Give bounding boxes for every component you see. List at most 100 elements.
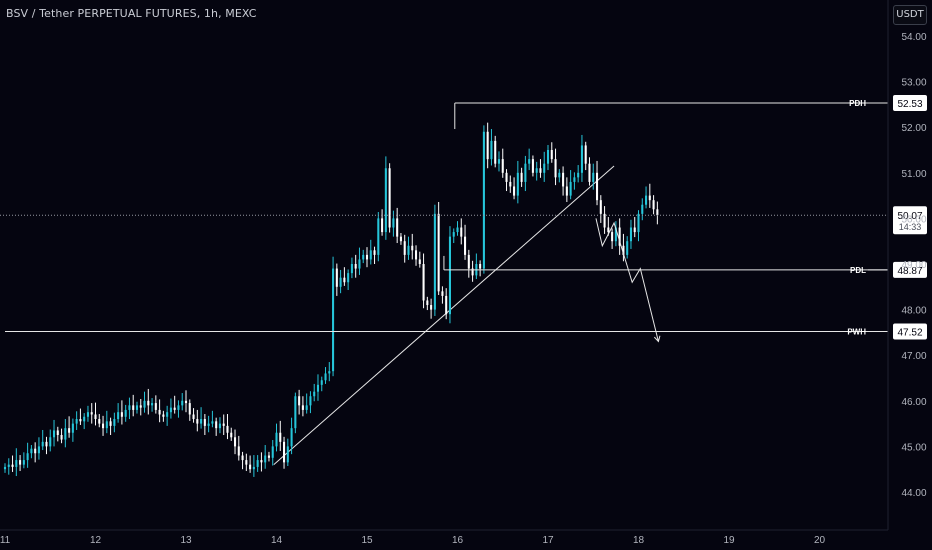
candle-body xyxy=(588,163,591,182)
time-tick-label: 13 xyxy=(180,535,192,546)
time-tick-label: 11 xyxy=(0,535,11,546)
candle-body xyxy=(15,460,18,467)
price-tick-label: 54.00 xyxy=(901,32,926,43)
candle xyxy=(267,451,270,462)
candle-body xyxy=(656,209,659,216)
candle-body xyxy=(320,380,323,385)
candle xyxy=(68,416,71,438)
candle xyxy=(626,236,629,259)
candle xyxy=(154,395,157,414)
candle-body xyxy=(494,140,497,164)
candle xyxy=(467,249,470,278)
candle xyxy=(629,219,633,249)
candle-body xyxy=(614,227,617,242)
candle-body xyxy=(218,423,221,429)
candle-body xyxy=(275,432,278,447)
candle-body xyxy=(565,186,568,196)
candle-body xyxy=(79,419,82,422)
candle-body xyxy=(637,213,640,233)
candle-body xyxy=(377,218,380,255)
candle-body xyxy=(577,172,580,178)
candle-body xyxy=(298,396,301,406)
candle-body xyxy=(467,254,470,269)
candle-body xyxy=(437,213,440,292)
candle xyxy=(369,239,372,265)
candle xyxy=(196,409,199,432)
candle xyxy=(26,442,29,468)
candle xyxy=(173,395,176,414)
candle-body xyxy=(90,412,93,415)
candle xyxy=(60,428,63,444)
candle xyxy=(301,396,304,417)
candle xyxy=(347,269,350,290)
time-tick-label: 19 xyxy=(723,535,735,546)
candle xyxy=(90,403,93,424)
drawing-layer xyxy=(273,165,615,466)
candle-body xyxy=(117,412,120,420)
candle xyxy=(328,362,331,382)
candle xyxy=(648,183,651,208)
candle xyxy=(448,226,451,324)
candle-body xyxy=(550,150,553,160)
time-tick-label: 17 xyxy=(542,535,554,546)
candle-body xyxy=(162,414,165,417)
candle xyxy=(479,260,482,277)
candle xyxy=(222,414,225,435)
candle-body xyxy=(86,412,89,417)
candle xyxy=(120,400,123,425)
candle xyxy=(350,257,353,279)
currency-button[interactable]: USDT xyxy=(893,5,927,25)
candle xyxy=(283,436,286,469)
level-price-badge xyxy=(893,261,927,278)
candle xyxy=(41,429,44,451)
candle-body xyxy=(241,455,244,461)
candle-body xyxy=(501,159,504,173)
candle-body xyxy=(313,391,316,397)
candle-body xyxy=(260,460,263,463)
candle xyxy=(139,398,142,416)
level-label: PWH xyxy=(847,327,866,336)
price-tick-label: 46.00 xyxy=(901,397,926,408)
candle-body xyxy=(611,232,614,242)
candle-body xyxy=(83,416,86,422)
candle-body xyxy=(433,213,436,310)
candle-body xyxy=(562,172,565,187)
candle xyxy=(377,212,380,262)
candle xyxy=(3,463,7,473)
candle-body xyxy=(546,150,550,164)
level-price-label: 48.87 xyxy=(897,266,922,277)
candle-body xyxy=(233,437,237,447)
candle-body xyxy=(245,460,248,465)
candle-body xyxy=(19,460,22,465)
candle xyxy=(509,175,512,193)
candle-body xyxy=(181,400,184,406)
candle xyxy=(535,161,538,181)
level-price-label: 52.53 xyxy=(897,99,922,110)
candle xyxy=(294,392,297,434)
candle xyxy=(365,247,369,268)
candle-body xyxy=(256,460,259,467)
candle xyxy=(373,246,376,264)
candle xyxy=(313,383,316,402)
candle-body xyxy=(64,428,67,440)
candle xyxy=(516,160,519,204)
candle xyxy=(580,134,583,182)
candle-body xyxy=(414,250,418,260)
candle-body xyxy=(573,177,576,182)
candle-body xyxy=(128,405,131,410)
candle xyxy=(494,135,497,168)
candle-body xyxy=(524,163,527,182)
candle xyxy=(113,412,116,433)
candle-body xyxy=(648,195,651,201)
candle-body xyxy=(267,455,270,458)
candle xyxy=(162,410,165,422)
candle-body xyxy=(94,414,97,420)
level-label: PDL xyxy=(850,266,866,275)
candle xyxy=(215,417,218,436)
candle xyxy=(132,394,135,417)
price-tick-label: 47.00 xyxy=(901,351,926,362)
candle-body xyxy=(629,227,633,242)
candle-body xyxy=(516,172,519,196)
candle-body xyxy=(237,446,240,456)
